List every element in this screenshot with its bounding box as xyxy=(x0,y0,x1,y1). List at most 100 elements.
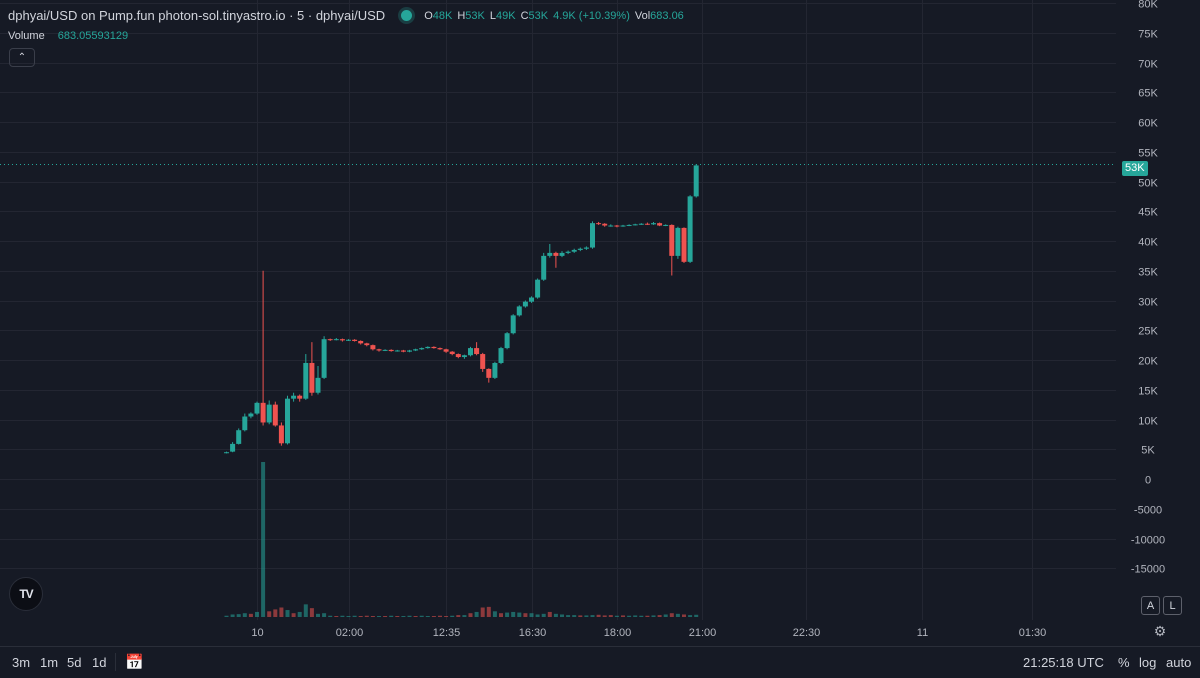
range-5d-button[interactable]: 5d xyxy=(67,655,82,670)
calendar-range-icon[interactable]: 📅 xyxy=(125,654,144,671)
low-label: L xyxy=(489,9,496,22)
time-tick-label: 16:30 xyxy=(519,627,547,639)
volume-bar xyxy=(279,607,284,617)
candle-body xyxy=(510,315,516,334)
volume-bar xyxy=(352,615,357,617)
high-value: 53K xyxy=(465,9,485,22)
auto-scale-button[interactable]: A xyxy=(1141,596,1160,615)
price-chart[interactable] xyxy=(0,0,1116,620)
candle-body xyxy=(590,223,595,248)
volume-bar xyxy=(370,616,375,617)
candle-body xyxy=(224,452,229,454)
volume-bar xyxy=(651,615,656,617)
candle-body xyxy=(321,339,327,378)
volume-bar xyxy=(523,613,528,617)
candle-body xyxy=(272,404,278,426)
volume-bar xyxy=(377,616,381,617)
volume-label[interactable]: Volume xyxy=(8,30,45,42)
candle-body xyxy=(333,339,339,341)
candle-body xyxy=(559,252,565,256)
time-tick-label: 02:00 xyxy=(336,627,364,639)
volume-value: 683.05593129 xyxy=(57,30,129,42)
candle-body xyxy=(449,351,455,355)
candle-body xyxy=(468,348,473,356)
volume-bar xyxy=(340,615,345,617)
candle-body xyxy=(339,339,345,341)
volume-bar xyxy=(291,613,296,617)
range-3m-button[interactable]: 3m xyxy=(12,655,31,670)
open-value: 48K xyxy=(432,9,453,22)
volume-bar xyxy=(578,615,583,617)
candle-body xyxy=(565,251,571,253)
volume-bar xyxy=(456,615,461,617)
candle-body xyxy=(577,248,583,250)
chart-grid xyxy=(0,0,1116,620)
volume-short-label: Vol xyxy=(634,9,651,22)
price-tick-label: 50K xyxy=(1138,178,1158,190)
volume-bar xyxy=(322,613,327,617)
volume-bar xyxy=(505,612,510,617)
utc-clock[interactable]: 21:25:18 UTC xyxy=(1023,655,1104,670)
volume-bar xyxy=(541,613,546,617)
volume-bar xyxy=(480,607,485,617)
toolbar-divider xyxy=(115,653,116,671)
candle-body xyxy=(419,348,425,350)
volume-bar xyxy=(425,616,430,617)
price-axis[interactable]: 80K 75K 70K 65K 60K 55K 50K 45K 40K 35K 30K 25K 20K 1… xyxy=(1116,0,1200,620)
high-label: H xyxy=(457,9,466,22)
symbol-title[interactable]: dphyai/USD on Pump.fun photon-sol.tinyas… xyxy=(8,8,386,23)
log-toggle[interactable]: log xyxy=(1139,655,1157,670)
candle-body xyxy=(608,225,614,227)
range-1m-button[interactable]: 1m xyxy=(40,655,59,670)
candle-body xyxy=(681,227,687,262)
volume-bar xyxy=(639,615,644,617)
volume-bar xyxy=(389,615,394,617)
candle-body xyxy=(297,395,303,399)
volume-bar xyxy=(547,611,552,617)
candle-body xyxy=(285,398,290,444)
tradingview-logo[interactable]: TV xyxy=(9,577,43,611)
volume-bar xyxy=(517,612,522,617)
price-tick-label: 5K xyxy=(1141,445,1155,457)
candle-body xyxy=(638,223,644,225)
low-value: 49K xyxy=(496,9,516,22)
candle-body xyxy=(480,354,486,369)
price-tick-label: 80K xyxy=(1138,0,1158,11)
candle-body xyxy=(364,343,370,346)
volume-bar xyxy=(590,615,595,617)
volume-bar xyxy=(566,615,571,617)
candle-body xyxy=(388,349,394,352)
change-value: 4.9K (+10.39%) xyxy=(553,9,630,22)
lock-scale-button[interactable]: L xyxy=(1163,596,1182,615)
candle-body xyxy=(522,301,528,307)
candle-body xyxy=(248,413,254,417)
price-tick-label: 45K xyxy=(1138,207,1158,219)
percent-toggle[interactable]: % xyxy=(1118,655,1130,670)
candle-body xyxy=(553,252,559,256)
volume-bar xyxy=(529,613,534,617)
candle-body xyxy=(400,350,406,352)
candle-body xyxy=(315,377,321,393)
volume-bar xyxy=(511,611,516,617)
price-tick-label: 75K xyxy=(1138,29,1158,41)
candle-body xyxy=(291,395,297,399)
candle-body xyxy=(352,339,358,341)
price-tick-label: 35K xyxy=(1138,267,1158,279)
candle-body xyxy=(632,224,638,226)
volume-bar xyxy=(645,615,650,617)
volume-bar xyxy=(395,616,400,617)
candle-body xyxy=(437,348,443,350)
price-tick-label: 15K xyxy=(1138,386,1158,398)
time-axis[interactable]: 1002:0012:3516:3018:0021:0022:301101:300… xyxy=(0,620,1116,646)
volume-bar xyxy=(358,616,363,617)
candle-body xyxy=(254,402,260,414)
volume-bars xyxy=(224,462,699,617)
volume-bar xyxy=(230,614,235,617)
volume-bar xyxy=(383,616,388,617)
gear-icon[interactable]: ⚙ xyxy=(1153,622,1167,639)
volume-bar xyxy=(444,616,449,617)
candle-body xyxy=(687,196,693,262)
auto-toggle[interactable]: auto xyxy=(1166,655,1192,670)
collapse-legend-button[interactable]: ⌃ xyxy=(9,48,35,67)
range-1d-button[interactable]: 1d xyxy=(92,655,107,670)
